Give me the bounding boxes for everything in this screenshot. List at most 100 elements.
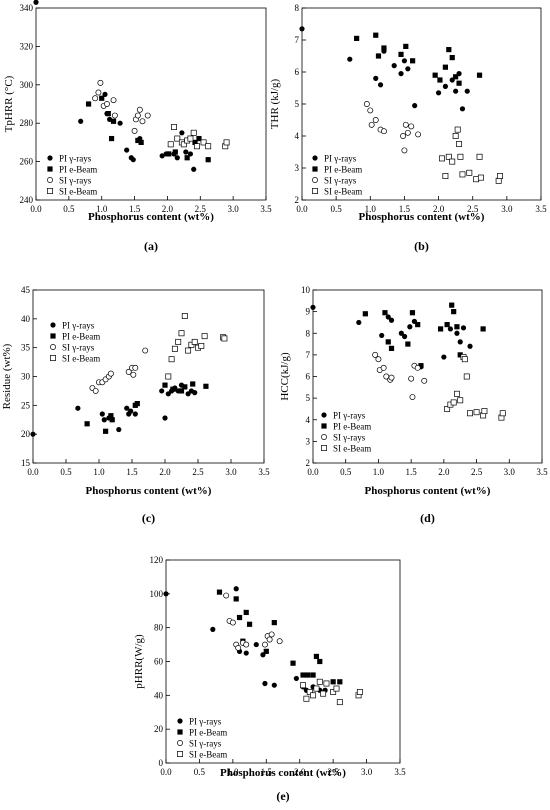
data-point xyxy=(473,409,480,416)
data-point xyxy=(409,394,416,400)
data-point xyxy=(323,680,330,687)
legend-label: SI e-Beam xyxy=(333,444,371,454)
y-axis-label: THR (kJ/g) xyxy=(269,78,281,129)
x-tick-label: 2.0 xyxy=(162,204,174,214)
x-tick-label: 3.5 xyxy=(258,467,270,477)
data-point xyxy=(103,428,109,434)
data-point xyxy=(92,387,99,394)
data-point xyxy=(464,88,470,94)
data-point xyxy=(233,586,239,592)
data-point xyxy=(216,589,223,595)
y-tick-label: 7 xyxy=(306,350,311,360)
series-si-rays xyxy=(372,351,428,400)
data-point xyxy=(128,408,134,414)
data-point xyxy=(421,377,428,384)
data-point xyxy=(476,72,483,78)
y-tick-label: 45 xyxy=(21,285,31,295)
data-point xyxy=(398,71,404,77)
data-point xyxy=(159,153,165,159)
data-point xyxy=(453,88,459,94)
data-point xyxy=(452,133,459,139)
data-point xyxy=(159,388,165,394)
data-point xyxy=(170,386,176,392)
y-tick-label: 300 xyxy=(20,80,34,90)
y-tick-label: 4 xyxy=(295,131,300,141)
x-tick-label: 1.0 xyxy=(227,767,239,777)
data-point xyxy=(116,426,122,433)
data-point xyxy=(223,139,230,146)
series-si-e-beam xyxy=(444,354,506,421)
data-point xyxy=(372,351,379,358)
data-point xyxy=(306,688,313,695)
data-point xyxy=(233,596,239,602)
data-point xyxy=(362,311,368,317)
data-point xyxy=(290,660,296,666)
data-point xyxy=(178,388,185,394)
data-point xyxy=(402,333,408,340)
data-point xyxy=(373,75,379,81)
data-point xyxy=(171,124,177,130)
y-tick-label: 40 xyxy=(21,314,31,324)
y-axis-label: Residue (wt%) xyxy=(1,343,13,409)
data-point xyxy=(457,153,464,160)
data-point xyxy=(385,314,391,320)
data-point xyxy=(194,143,200,150)
legend-label: SI γ-rays xyxy=(62,343,95,353)
series-pi-rays xyxy=(30,382,198,437)
series-pi-rays xyxy=(163,586,328,693)
data-point xyxy=(449,55,455,61)
y-tick-label: 9 xyxy=(306,307,311,317)
legend-marker xyxy=(50,344,56,350)
data-point xyxy=(409,310,416,316)
legend-marker xyxy=(47,166,53,172)
y-tick-label: 40 xyxy=(154,690,164,700)
data-point xyxy=(447,326,453,332)
legend-marker xyxy=(321,423,327,429)
legend-label: PI γ-rays xyxy=(333,411,366,421)
y-tick-label: 3 xyxy=(295,163,300,173)
y-tick-label: 6 xyxy=(306,372,311,382)
y-tick-label: 60 xyxy=(154,657,164,667)
data-point xyxy=(271,682,277,688)
x-tick-label: 3.5 xyxy=(536,467,548,477)
data-point xyxy=(190,129,197,136)
data-point xyxy=(221,335,228,342)
data-point xyxy=(403,43,409,49)
x-tick-label: 1.0 xyxy=(96,204,108,214)
data-point xyxy=(201,333,208,340)
y-tick-label: 8 xyxy=(306,328,311,338)
data-point xyxy=(132,364,139,371)
y-tick-label: 5 xyxy=(295,99,300,109)
data-point xyxy=(385,339,391,345)
axes-frame xyxy=(35,7,267,201)
panel-label: (e) xyxy=(276,789,289,803)
y-axis-label: TpHRR (°C) xyxy=(3,75,15,132)
series-si-rays xyxy=(363,101,422,154)
data-point xyxy=(33,0,39,5)
x-tick-label: 1.0 xyxy=(365,204,377,214)
legend-marker xyxy=(50,355,56,361)
data-point xyxy=(313,685,320,692)
panel-e: 0.0 0.5 1.0 1.5 2.0 2.5 3.0 3.5 0 20 40 60 80 100 120 P… xyxy=(133,555,406,803)
data-point xyxy=(200,139,207,146)
data-point xyxy=(203,383,209,389)
data-point xyxy=(463,373,470,380)
x-tick-label: 2.0 xyxy=(438,467,450,477)
data-point xyxy=(408,375,415,382)
x-tick-label: 3.0 xyxy=(501,204,513,214)
data-point xyxy=(330,679,336,685)
data-point xyxy=(142,347,149,354)
legend-label: PI e-Beam xyxy=(324,165,362,175)
data-point xyxy=(105,111,111,117)
legend-label: PI γ-rays xyxy=(324,154,357,164)
series-pi-rays xyxy=(33,0,197,172)
data-point xyxy=(363,101,370,107)
x-tick-label: 0.5 xyxy=(340,467,352,477)
legend-label: SI γ-rays xyxy=(324,176,357,186)
data-point xyxy=(453,74,459,80)
data-point xyxy=(175,338,182,345)
data-point xyxy=(477,174,484,181)
data-point xyxy=(135,137,141,144)
series-pi-e-beam xyxy=(84,381,209,434)
